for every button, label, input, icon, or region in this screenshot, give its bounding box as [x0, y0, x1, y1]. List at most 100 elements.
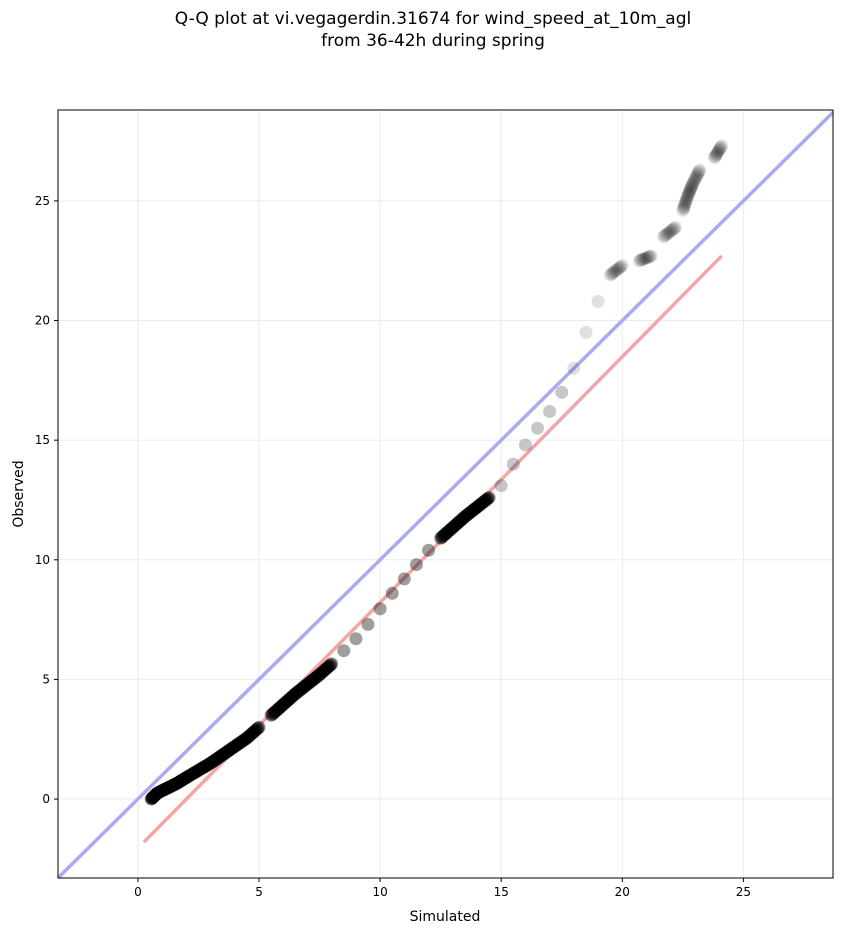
- y-tick-label: 10: [35, 553, 50, 567]
- data-point: [637, 252, 651, 266]
- data-point: [158, 782, 172, 796]
- y-tick-label: 25: [35, 194, 50, 208]
- data-point: [241, 730, 255, 744]
- data-point: [434, 531, 448, 545]
- data-point: [185, 767, 199, 781]
- data-point: [683, 182, 697, 196]
- data-point: [228, 739, 242, 753]
- data-point: [682, 187, 696, 201]
- data-point: [308, 671, 322, 685]
- data-point: [678, 198, 692, 212]
- data-point: [690, 169, 704, 183]
- data-point: [482, 491, 496, 505]
- data-point: [216, 748, 230, 762]
- data-point: [713, 142, 727, 156]
- data-point: [317, 664, 331, 678]
- data-point: [201, 758, 215, 772]
- data-point: [179, 771, 193, 785]
- data-point: [453, 514, 467, 528]
- data-point: [147, 789, 161, 803]
- data-point: [270, 703, 284, 717]
- x-axis-label: Simulated: [410, 909, 481, 925]
- data-point: [292, 684, 306, 698]
- data-point: [710, 147, 724, 161]
- data-point: [236, 734, 250, 748]
- data-point: [635, 253, 649, 267]
- data-point: [265, 708, 279, 722]
- data-point: [156, 783, 170, 797]
- data-point: [214, 749, 228, 763]
- data-point: [295, 681, 309, 695]
- data-point: [269, 704, 283, 718]
- data-point: [361, 617, 375, 631]
- data-point: [642, 250, 656, 264]
- data-point: [311, 669, 325, 683]
- data-point: [230, 738, 244, 752]
- data-point: [460, 508, 474, 522]
- data-point: [638, 251, 652, 265]
- plot-frame: [57, 109, 834, 879]
- data-point: [684, 181, 698, 195]
- data-point: [442, 524, 456, 538]
- data-point: [194, 762, 208, 776]
- data-point: [450, 517, 464, 531]
- data-point: [210, 752, 224, 766]
- data-point: [287, 688, 301, 702]
- data-point: [543, 404, 557, 418]
- data-point: [188, 765, 202, 779]
- data-point: [305, 674, 319, 688]
- data-point: [207, 754, 221, 768]
- data-point: [239, 732, 253, 746]
- data-point: [154, 784, 168, 798]
- data-point: [463, 506, 477, 520]
- data-point: [252, 720, 266, 734]
- data-point: [437, 528, 451, 542]
- data-point: [240, 731, 254, 745]
- data-point: [318, 663, 332, 677]
- data-point: [707, 151, 721, 165]
- data-point: [658, 228, 672, 242]
- data-point: [264, 708, 278, 722]
- data-point: [147, 789, 161, 803]
- data-point: [475, 496, 489, 510]
- data-point: [243, 729, 257, 743]
- data-point: [663, 225, 677, 239]
- data-point: [687, 174, 701, 188]
- data-point: [300, 677, 314, 691]
- data-point: [195, 761, 209, 775]
- data-point: [167, 778, 181, 792]
- data-point: [349, 632, 363, 646]
- data-point: [447, 520, 461, 534]
- data-point: [217, 747, 231, 761]
- data-point: [314, 666, 328, 680]
- data-point: [682, 185, 696, 199]
- data-point: [246, 726, 260, 740]
- data-point: [242, 729, 256, 743]
- data-point: [324, 658, 338, 672]
- data-point: [313, 667, 327, 681]
- data-point: [284, 691, 298, 705]
- data-point: [640, 251, 654, 265]
- data-point: [249, 723, 263, 737]
- data-point: [278, 696, 292, 710]
- data-point: [693, 163, 707, 177]
- data-point: [248, 724, 262, 738]
- data-point: [233, 736, 247, 750]
- data-point: [661, 226, 675, 240]
- data-point: [163, 780, 177, 794]
- data-point: [452, 515, 466, 529]
- data-point: [173, 774, 187, 788]
- data-point: [677, 200, 691, 214]
- data-point: [435, 530, 449, 544]
- data-point: [282, 692, 296, 706]
- data-point: [146, 790, 160, 804]
- data-point: [149, 787, 163, 801]
- data-point: [709, 147, 723, 161]
- data-point: [691, 166, 705, 180]
- data-point: [409, 558, 423, 572]
- data-point: [603, 268, 617, 282]
- data-point: [198, 759, 212, 773]
- data-point: [197, 760, 211, 774]
- data-point: [319, 661, 333, 675]
